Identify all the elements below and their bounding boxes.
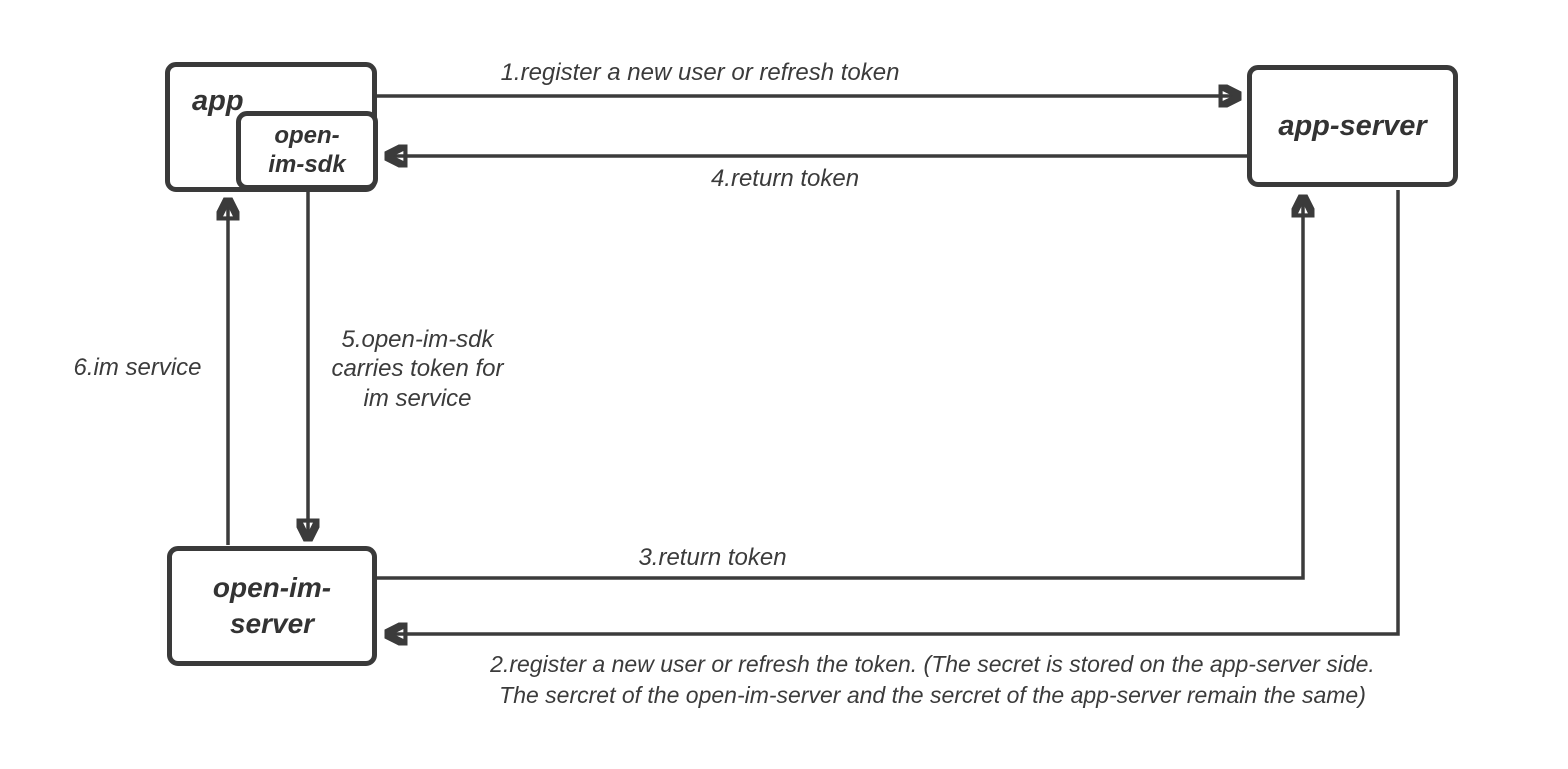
node-app-label: app [192,85,244,117]
node-open-im-server: open-im- server [167,546,377,666]
node-open-im-sdk: open- im-sdk [236,111,378,190]
edge-label-5-sdk-carries-token: 5.open-im-sdk carries token for im servi… [295,325,540,413]
node-app-server-label: app-server [1278,109,1427,142]
edge-label-2-line2: The sercret of the open-im-server and th… [499,682,1366,709]
node-app-server: app-server [1247,65,1458,187]
node-open-im-sdk-label-line1: open- [274,121,340,149]
edge-label-3-return-token: 3.return token [585,543,840,572]
edge-label-2-register-refresh: 2.register a new user or refresh the tok… [360,649,1505,711]
arrow-2-register-refresh [388,190,1400,634]
edge-label-4-return-token: 4.return token [655,164,915,193]
node-open-im-server-label-line2: server [229,608,315,639]
edge-label-5-line1: 5.open-im-sdk [341,326,494,353]
node-open-im-sdk-label-line2: im-sdk [268,150,346,178]
edge-label-6-text: 6.im service [73,354,202,381]
edge-label-1-text: 1.register a new user or refresh token [500,59,900,86]
edge-label-6-im-service: 6.im service [50,353,225,382]
edge-label-3-text: 3.return token [638,544,787,571]
arrow-3-return-token [377,198,1303,580]
edge-label-5-line3: im service [363,384,472,412]
edge-label-5-line2: carries token for [331,355,504,383]
node-open-im-server-label-line1: open-im- [212,571,332,603]
edge-label-1-register: 1.register a new user or refresh token [420,58,980,87]
edge-label-2-line1: 2.register a new user or refresh the tok… [490,651,1375,677]
edge-label-4-text: 4.return token [710,165,860,192]
